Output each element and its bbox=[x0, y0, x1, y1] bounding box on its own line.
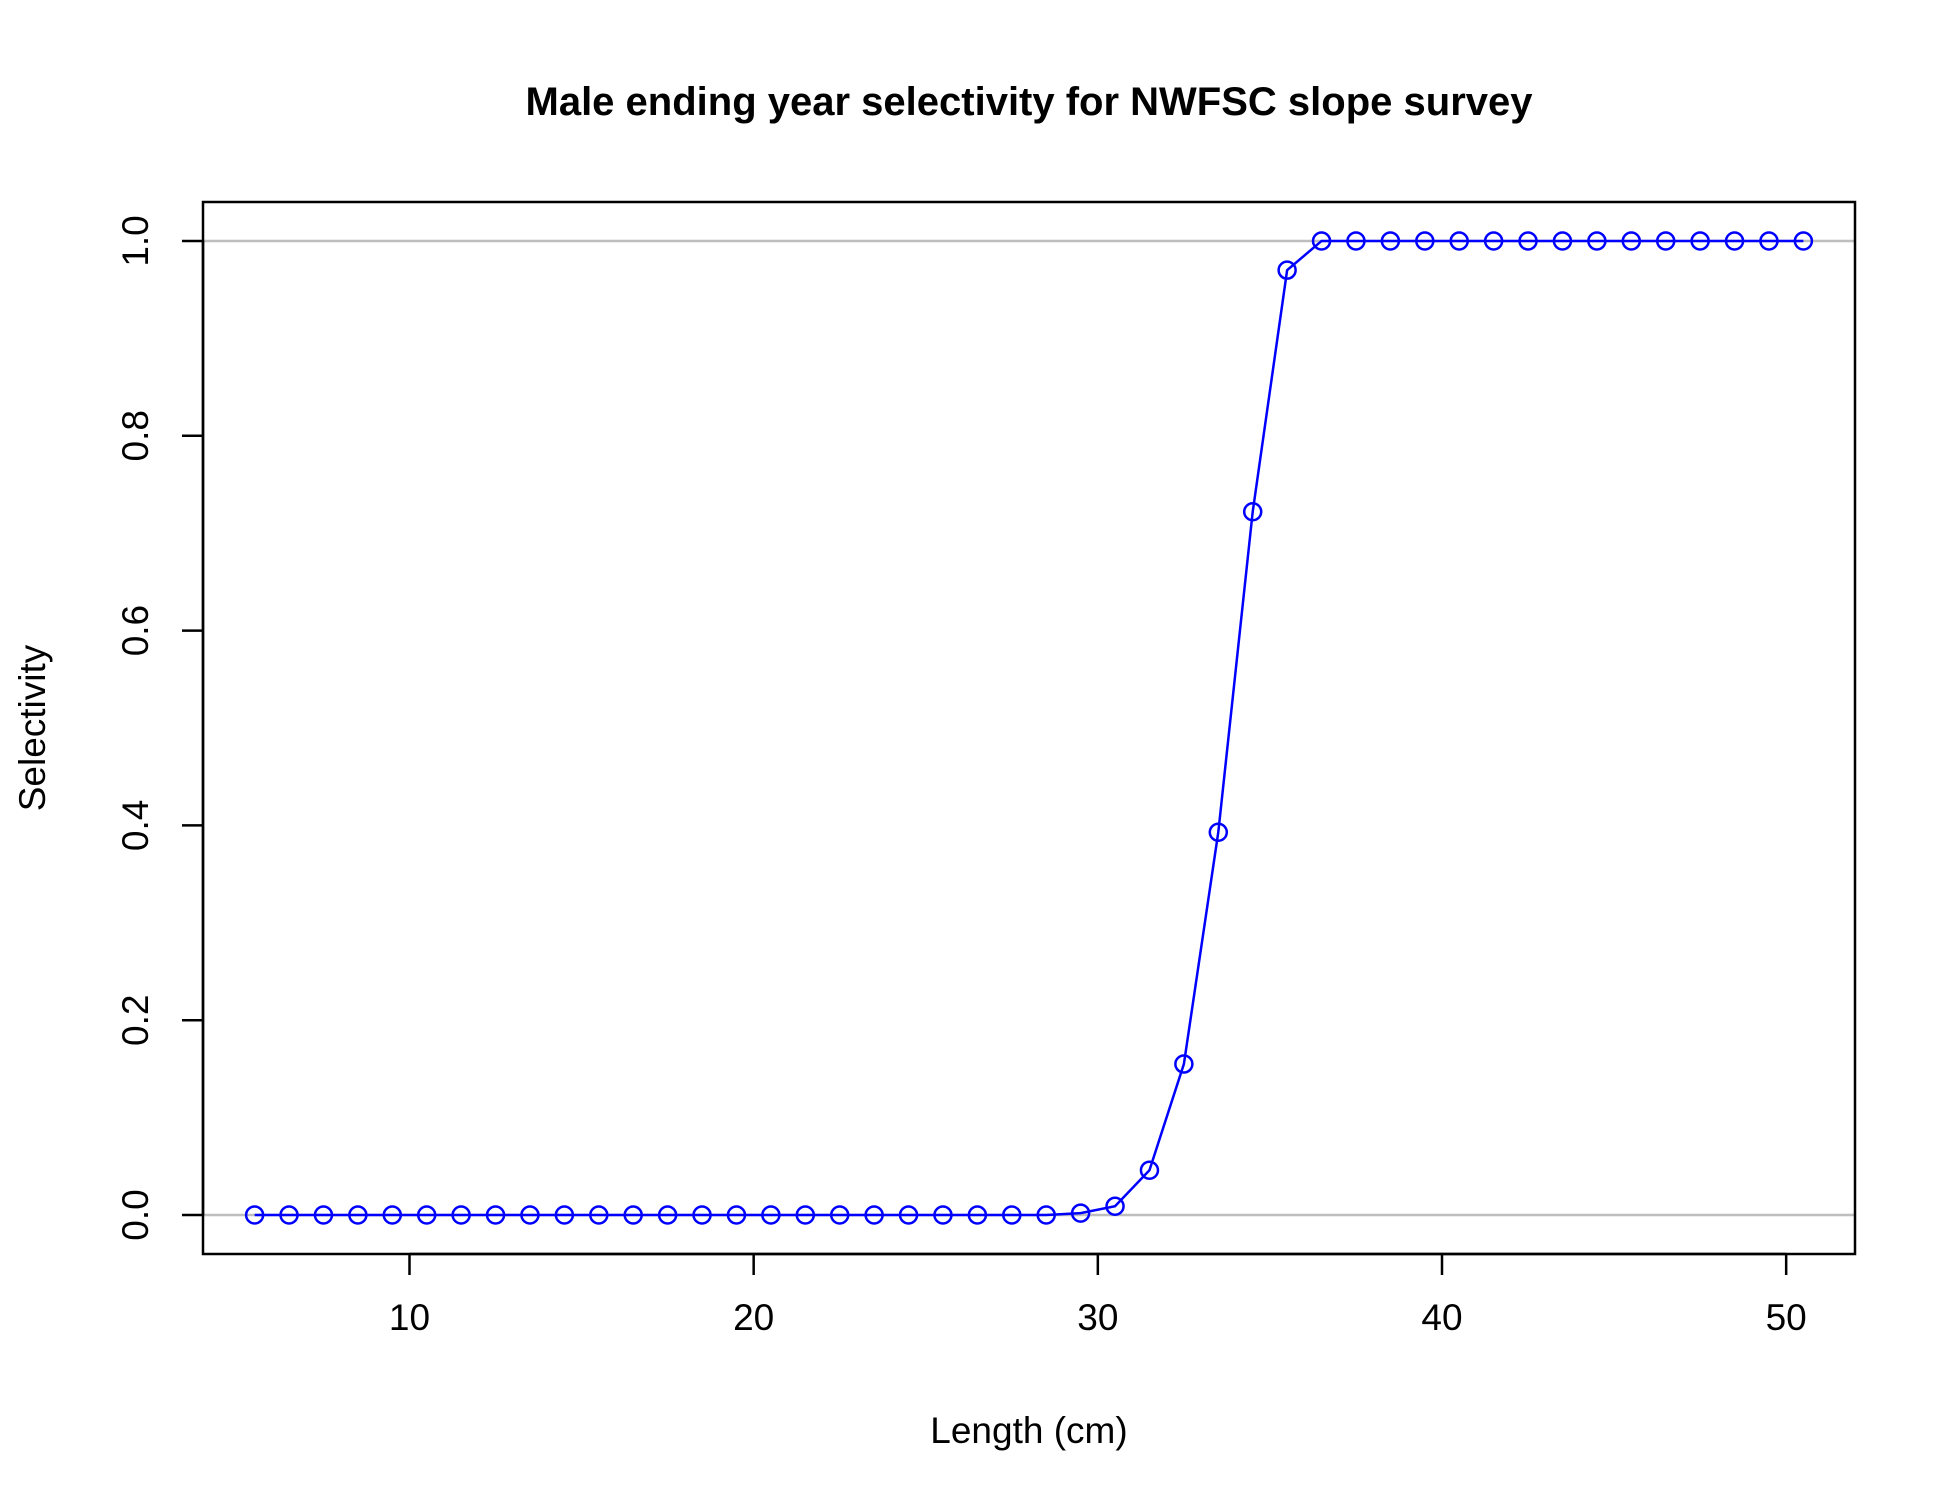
x-tick-label: 50 bbox=[1766, 1297, 1807, 1338]
data-point bbox=[382, 1205, 403, 1225]
data-point bbox=[279, 1205, 299, 1225]
plot-frame bbox=[201, 200, 1857, 1256]
data-point bbox=[348, 1205, 368, 1225]
chart-title: Male ending year selectivity for NWFSC s… bbox=[526, 80, 1534, 124]
data-point bbox=[1759, 231, 1779, 251]
data-point bbox=[485, 1205, 506, 1225]
y-tick-label: 0.0 bbox=[115, 1189, 156, 1240]
data-point bbox=[829, 1205, 850, 1225]
data-point bbox=[1690, 231, 1710, 251]
data-point bbox=[657, 1205, 678, 1225]
data-point bbox=[1242, 502, 1263, 522]
y-tick-label: 0.8 bbox=[115, 410, 156, 461]
x-axis-label: Length (cm) bbox=[930, 1410, 1127, 1451]
x-tick-label: 30 bbox=[1077, 1297, 1118, 1338]
data-point bbox=[313, 1205, 334, 1225]
data-point bbox=[1002, 1205, 1022, 1225]
data-point bbox=[1380, 231, 1401, 251]
data-point bbox=[1621, 231, 1642, 251]
data-point bbox=[1139, 1160, 1160, 1180]
data-point bbox=[795, 1205, 816, 1225]
series-layer bbox=[244, 231, 1814, 1225]
data-point bbox=[520, 1205, 540, 1225]
data-point bbox=[898, 1205, 919, 1225]
y-axis-label: Selectivity bbox=[12, 644, 53, 811]
data-point bbox=[1070, 1203, 1091, 1223]
data-point bbox=[244, 1205, 265, 1225]
data-point bbox=[623, 1205, 643, 1225]
data-point bbox=[1036, 1205, 1056, 1225]
data-point bbox=[1105, 1196, 1125, 1217]
data-point bbox=[692, 1205, 712, 1225]
y-tick-label: 0.4 bbox=[115, 800, 156, 851]
data-point bbox=[416, 1205, 437, 1225]
data-point bbox=[1415, 231, 1435, 251]
data-point bbox=[726, 1205, 747, 1225]
data-point bbox=[554, 1205, 575, 1225]
data-point bbox=[589, 1205, 609, 1225]
data-point bbox=[1518, 231, 1538, 251]
x-tick-label: 20 bbox=[733, 1297, 774, 1338]
data-point bbox=[1449, 231, 1469, 251]
data-point bbox=[933, 1205, 953, 1225]
data-point bbox=[451, 1205, 471, 1225]
x-tick-label: 40 bbox=[1421, 1297, 1462, 1338]
x-tick-label: 10 bbox=[389, 1297, 430, 1338]
data-point bbox=[1483, 231, 1504, 251]
data-point bbox=[1174, 1054, 1194, 1074]
data-point bbox=[1552, 231, 1573, 251]
data-point bbox=[1311, 231, 1332, 251]
data-point bbox=[1724, 231, 1745, 251]
data-point bbox=[761, 1205, 781, 1225]
data-point bbox=[1587, 231, 1607, 251]
data-point bbox=[1208, 822, 1229, 842]
data-point bbox=[1346, 231, 1366, 251]
y-tick-label: 0.6 bbox=[115, 605, 156, 656]
y-tick-label: 1.0 bbox=[115, 215, 156, 266]
data-point bbox=[967, 1205, 988, 1225]
y-tick-label: 0.2 bbox=[115, 995, 156, 1046]
data-point bbox=[1793, 231, 1814, 251]
data-point bbox=[1655, 231, 1676, 251]
data-point bbox=[1277, 260, 1297, 280]
data-point bbox=[864, 1205, 884, 1225]
series-line bbox=[254, 239, 1804, 1217]
